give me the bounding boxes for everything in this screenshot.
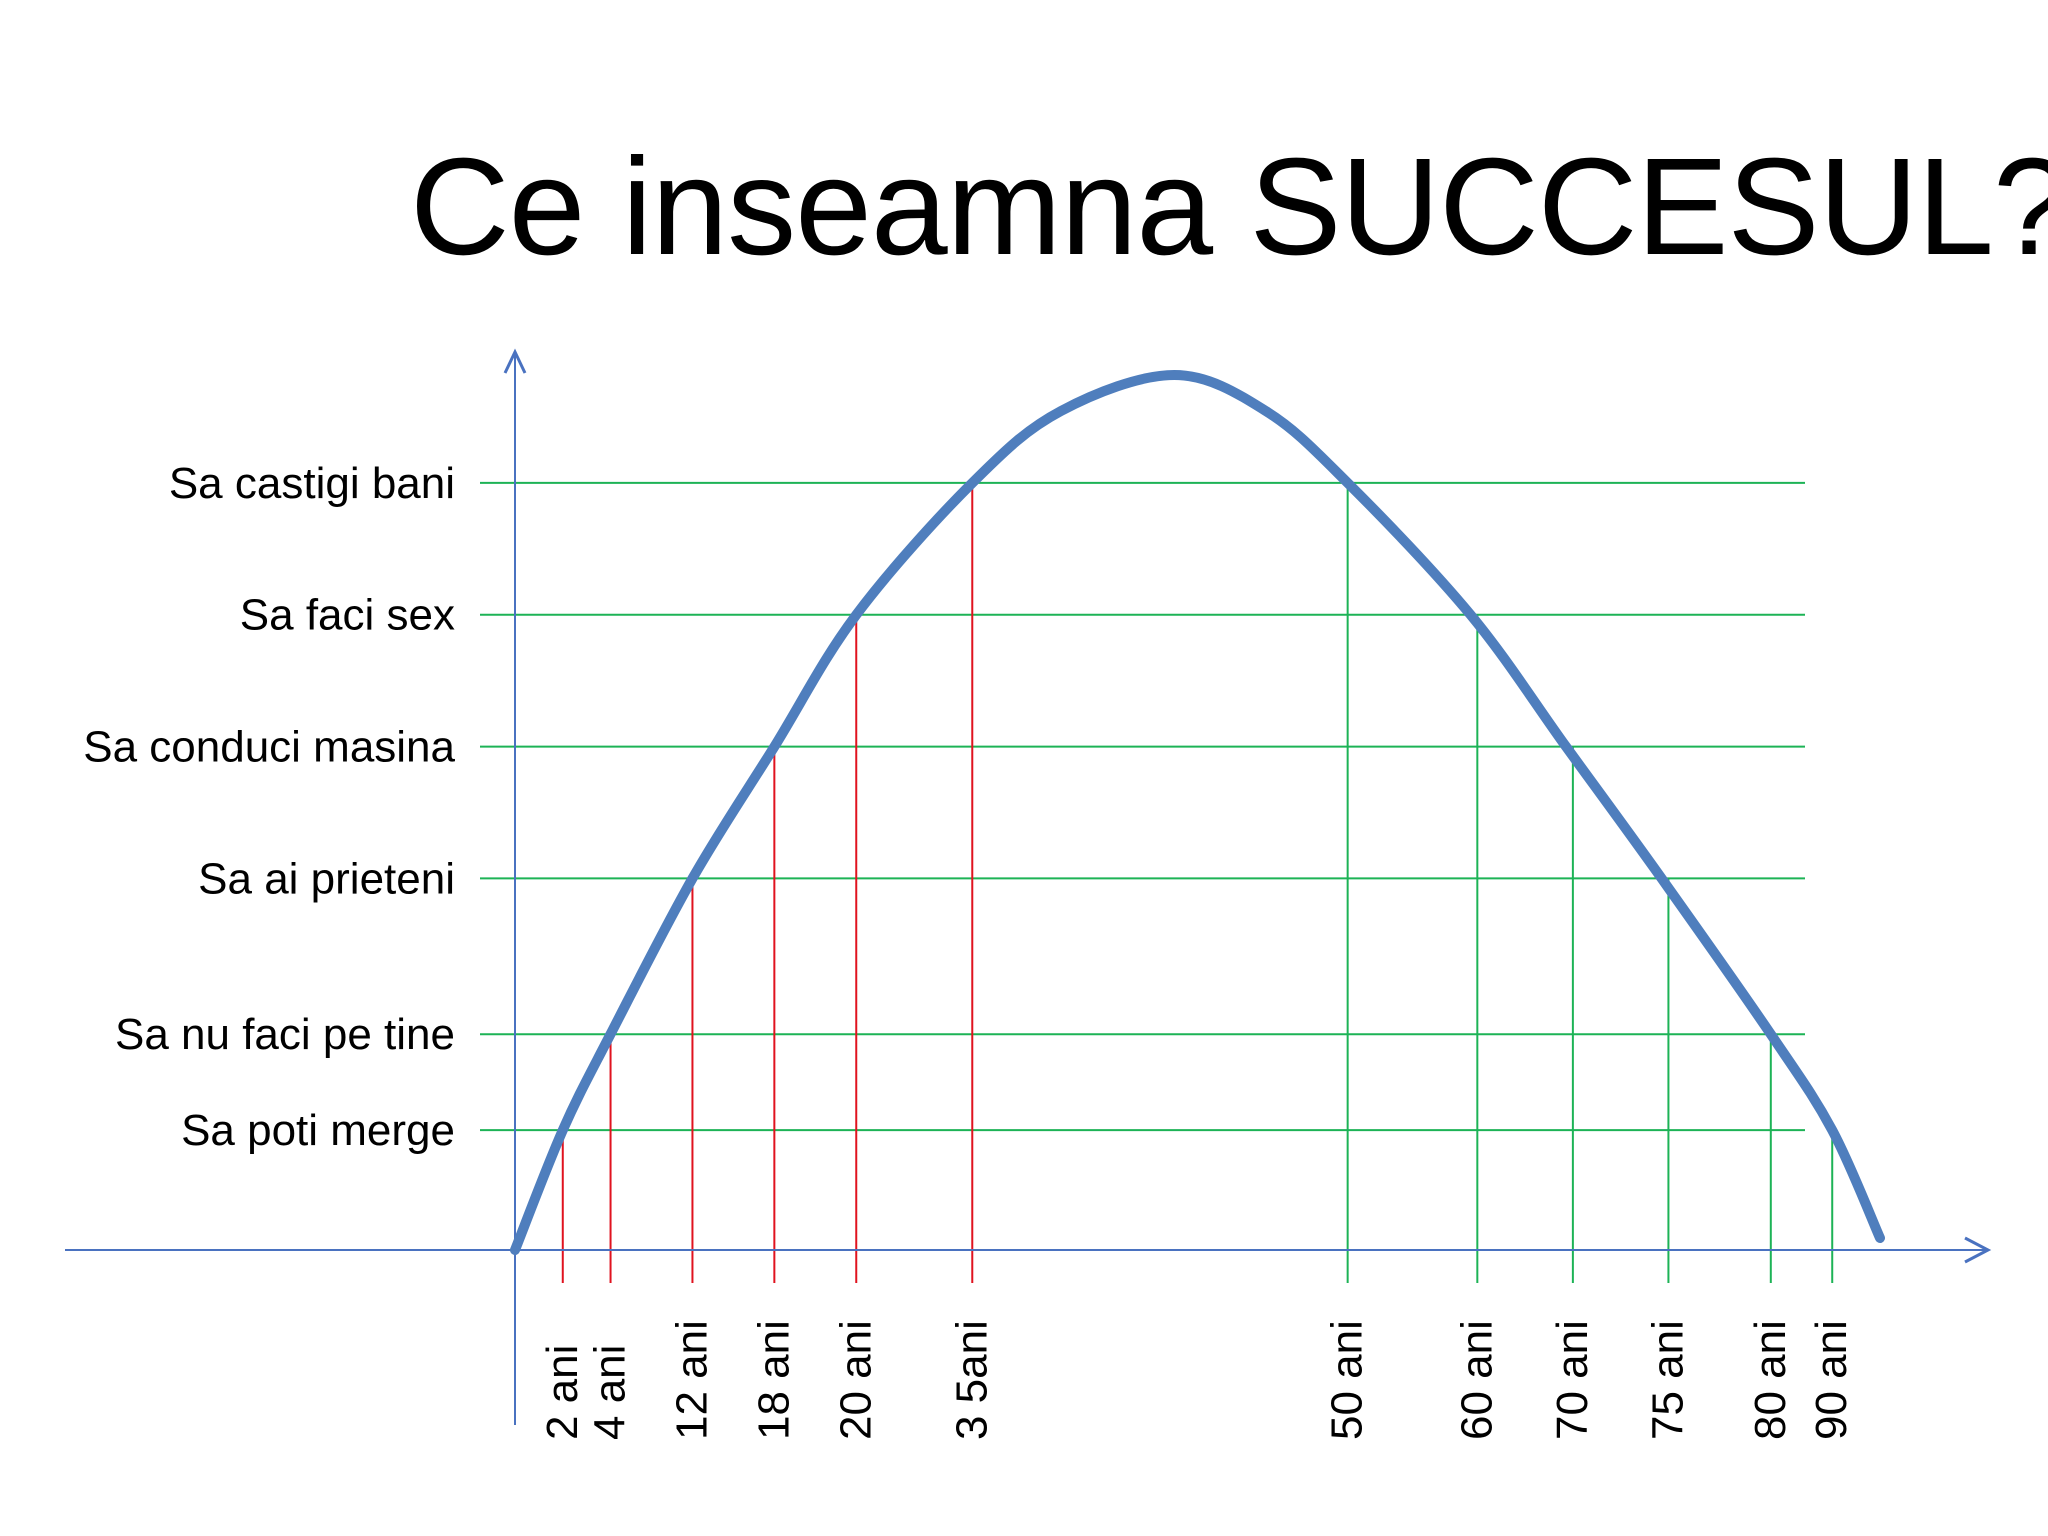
age-tick-label: 18 ani xyxy=(749,1320,798,1440)
age-tick-label: 70 ani xyxy=(1548,1320,1597,1440)
x-axis-arrow-icon xyxy=(1964,1236,1992,1264)
level-label: Sa ai prieteni xyxy=(198,854,455,903)
level-label: Sa conduci masina xyxy=(83,723,455,772)
y-axis-arrow-icon xyxy=(503,348,527,374)
level-lines xyxy=(480,481,1805,1132)
age-tick-label: 20 ani xyxy=(831,1320,880,1440)
age-tick-label: 4 ani xyxy=(586,1345,635,1440)
level-label: Sa faci sex xyxy=(240,591,455,640)
curve-layer xyxy=(510,370,1885,1255)
age-tick-label: 3 5ani xyxy=(947,1320,996,1440)
age-marker-lines xyxy=(561,482,1834,1283)
age-tick-label: 75 ani xyxy=(1643,1320,1692,1440)
success-curve xyxy=(510,370,1885,1255)
level-label: Sa poti merge xyxy=(181,1106,455,1155)
age-tick-label: 60 ani xyxy=(1452,1320,1501,1440)
age-tick-label: 50 ani xyxy=(1323,1320,1372,1440)
age-tick-label: 90 ani xyxy=(1807,1320,1856,1440)
age-tick-label: 12 ani xyxy=(667,1320,716,1440)
age-tick-label: 80 ani xyxy=(1746,1320,1795,1440)
slide-title: Ce inseamna SUCCESUL? xyxy=(410,130,2048,284)
labels: Sa poti merge Sa nu faci pe tine Sa ai pri… xyxy=(83,459,1856,1440)
level-label: Sa castigi bani xyxy=(169,459,455,508)
age-tick-label: 2 ani xyxy=(538,1345,587,1440)
level-label: Sa nu faci pe tine xyxy=(115,1010,455,1059)
